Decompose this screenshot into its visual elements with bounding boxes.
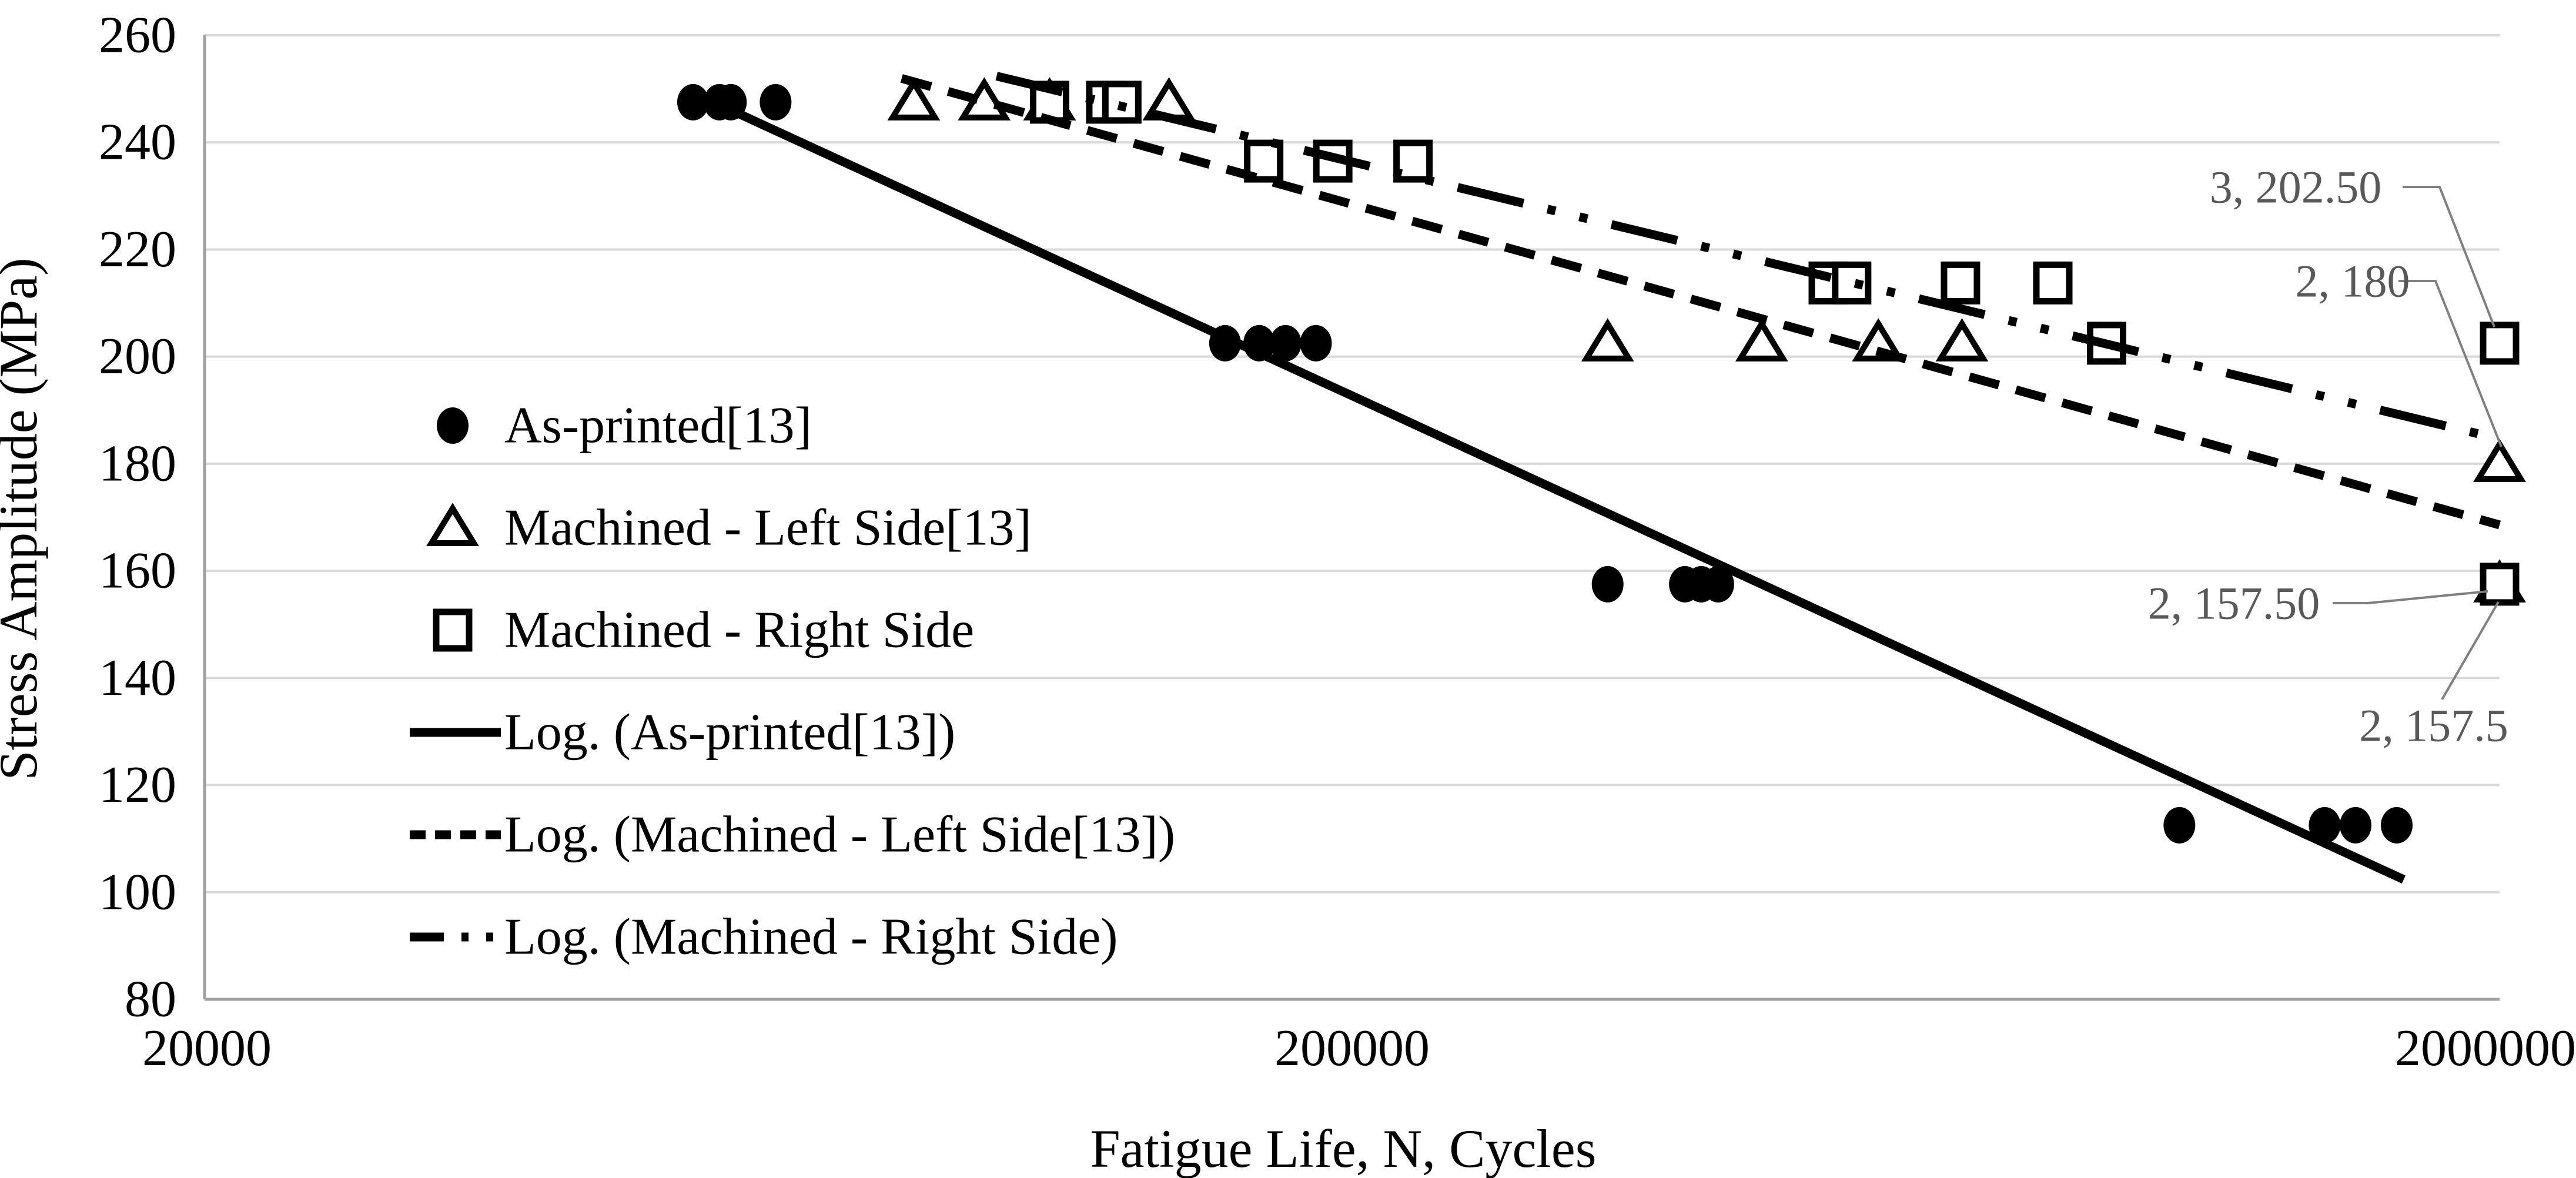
- annotation-3-202-50: 3, 202.50: [2210, 162, 2495, 327]
- data-point-machined-left-side-13: [887, 77, 941, 121]
- annotation-label: 2, 157.5: [2359, 700, 2508, 751]
- legend-label: Log. (Machined - Right Side): [504, 909, 1118, 966]
- annotation-leader-line: [2403, 186, 2495, 327]
- y-tick-label-180: 180: [99, 435, 176, 492]
- y-tick-label-140: 140: [99, 650, 176, 707]
- data-point-as-printed-13: [1591, 565, 1624, 603]
- annotation-2-180: 2, 180: [2296, 256, 2503, 447]
- trendline-layer: [707, 72, 2501, 884]
- data-point-as-printed-13: [1269, 324, 1302, 362]
- data-point-machined-left-side-13: [1935, 318, 1989, 362]
- annotation-2-157-50: 2, 157.50: [2148, 578, 2488, 629]
- trendline-log-machined-left-side-13: [900, 74, 2501, 530]
- y-axis-title: Stress Amplitude (MPa): [0, 257, 48, 780]
- annotation-leader-line: [2398, 280, 2503, 447]
- legend-item-machined-right-side: Machined - Right Side: [433, 602, 974, 659]
- legend-label: Log. (As-printed[13]): [504, 704, 955, 761]
- y-tick-label-220: 220: [99, 221, 176, 278]
- legend-label: Log. (Machined - Left Side[13]): [504, 806, 1175, 864]
- trendline-log-machined-right-side: [995, 72, 2501, 443]
- data-point-machined-right-side: [1941, 261, 1980, 304]
- x-tick-label-200000: 200000: [1274, 1020, 1430, 1077]
- annotation-layer: 3, 202.50 2, 180 2, 157.50 2, 157.5: [2148, 162, 2508, 751]
- legend-item-log-as-printed-13: Log. (As-printed[13]): [410, 704, 955, 761]
- data-point-as-printed-13: [2339, 806, 2371, 844]
- y-tick-label-120: 120: [99, 757, 176, 814]
- annotation-label: 3, 202.50: [2210, 162, 2382, 213]
- legend-item-machined-left-side-13: Machined - Left Side[13]: [426, 500, 1032, 557]
- legend-label: Machined - Left Side[13]: [504, 500, 1032, 557]
- data-point-machined-left-side-13: [2473, 439, 2526, 482]
- y-tick-label-200: 200: [99, 328, 176, 385]
- data-point-as-printed-13: [760, 83, 792, 121]
- annotation-leader-line: [2441, 601, 2500, 701]
- data-point-as-printed-13: [1702, 565, 1734, 603]
- data-point-as-printed-13: [2309, 806, 2341, 844]
- legend-item-log-machined-left-side-13: Log. (Machined - Left Side[13]): [410, 806, 1175, 864]
- data-point-machined-right-side: [2480, 563, 2520, 606]
- open-triangle-legend-icon: [426, 503, 479, 546]
- data-point-machined-left-side-13: [1735, 318, 1788, 362]
- x-tick-label-2000000: 2000000: [2395, 1020, 2576, 1077]
- data-point-layer: [677, 77, 2526, 844]
- y-tick-label-260: 260: [99, 7, 176, 64]
- legend-label: Machined - Right Side: [504, 602, 974, 659]
- annotation-label: 2, 180: [2296, 256, 2410, 307]
- data-point-as-printed-13: [2163, 806, 2196, 844]
- legend: As-printed[13] Machined - Left Side[13] Ma…: [410, 397, 1175, 966]
- y-tick-label-160: 160: [99, 543, 176, 600]
- x-tick-label-20000: 20000: [142, 1020, 272, 1077]
- open-square-legend-icon: [433, 608, 473, 652]
- data-point-machined-left-side-13: [1581, 318, 1634, 362]
- data-point-machined-right-side: [1393, 139, 1433, 183]
- y-tick-label-80: 80: [125, 971, 176, 1028]
- legend-label: As-printed[13]: [504, 397, 812, 454]
- x-axis-title: Fatigue Life, N, Cycles: [1090, 1119, 1596, 1178]
- legend-item-as-printed-13: As-printed[13]: [437, 397, 812, 454]
- y-tick-label-240: 240: [99, 114, 176, 171]
- data-point-machined-right-side: [2033, 261, 2073, 304]
- annotation-2-157-5: 2, 157.5: [2359, 601, 2508, 751]
- data-point-machined-right-side: [2480, 322, 2520, 365]
- trendline-log-as-printed-13: [707, 96, 2406, 884]
- axis-layer: 80 100 120 140 160 180 200 220 240 260 20000 200000…: [99, 7, 2576, 1077]
- legend-item-log-machined-right-side: Log. (Machined - Right Side): [410, 909, 1118, 966]
- series-machined-left-side-13: [887, 77, 2526, 603]
- data-point-as-printed-13: [677, 83, 709, 121]
- annotation-label: 2, 157.50: [2148, 578, 2320, 629]
- series-as-printed-13: [677, 83, 2413, 844]
- data-point-machined-right-side: [1244, 139, 1284, 183]
- data-point-machined-right-side: [1102, 81, 1142, 124]
- annotation-leader-line: [2333, 590, 2488, 604]
- filled-circle-legend-icon: [437, 407, 469, 444]
- data-point-as-printed-13: [1300, 324, 1332, 362]
- data-point-as-printed-13: [2381, 806, 2413, 844]
- y-tick-label-100: 100: [99, 864, 176, 921]
